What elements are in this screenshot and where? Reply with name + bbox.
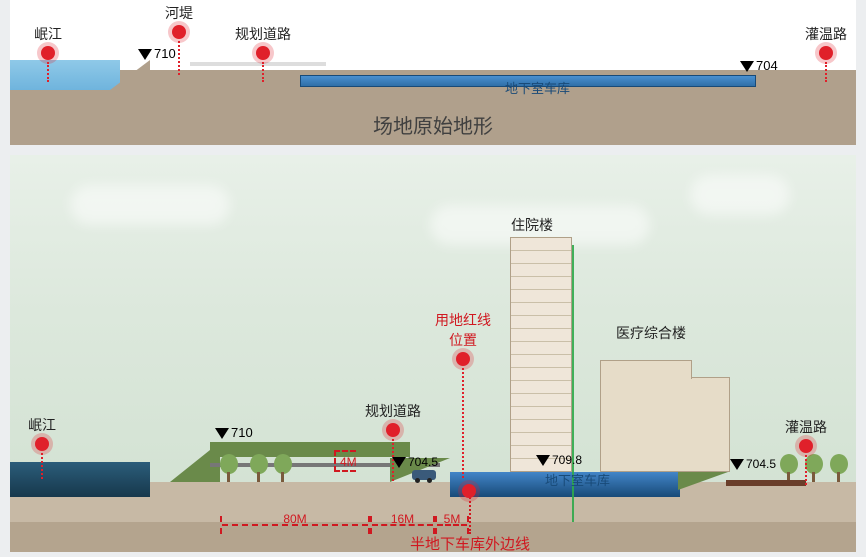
leader xyxy=(47,62,49,82)
dim-80m: 80M xyxy=(220,516,370,534)
callout-embankment-top: 河堤 xyxy=(165,3,193,75)
top-embankment-slope xyxy=(110,60,150,90)
dot-icon xyxy=(819,46,833,60)
inpatient-tower xyxy=(510,237,572,472)
terrain-caption: 场地原始地形 xyxy=(10,110,856,139)
label: 岷江 xyxy=(28,415,56,435)
elev-7045-road: 704.5 xyxy=(392,455,438,469)
callout-tower: 住院楼 xyxy=(511,215,553,235)
value: 710 xyxy=(231,425,253,440)
callout-planned-road-bot: 规划道路 xyxy=(365,401,421,481)
medical-podium xyxy=(600,377,730,472)
callout-guanwen-top: 灌温路 xyxy=(805,24,847,82)
callout-planned-road-top: 规划道路 xyxy=(235,24,291,82)
callout-redline: 用地红线 位置 xyxy=(435,310,491,478)
footer-leader xyxy=(469,494,471,534)
dot-icon xyxy=(41,46,55,60)
label: 规划道路 xyxy=(365,401,421,421)
elev-710-bot: 710 xyxy=(215,425,253,440)
basement-label-bot: 地下室车库 xyxy=(545,470,610,489)
elev-704-top: 704 xyxy=(740,58,778,73)
label: 灌温路 xyxy=(805,24,847,44)
label: 医疗综合楼 xyxy=(616,323,686,343)
cloud xyxy=(690,175,790,215)
basement-east-slope xyxy=(678,472,728,490)
elev-710-top: 710 xyxy=(138,46,176,61)
triangle-icon xyxy=(138,49,152,60)
callout-guanwen-bot: 灌温路 xyxy=(785,417,827,485)
label: 河堤 xyxy=(165,3,193,23)
step-4m: 4M xyxy=(334,450,356,472)
triangle-icon xyxy=(740,61,754,72)
footer-dot-icon xyxy=(462,484,476,498)
dot-icon xyxy=(35,437,49,451)
bottom-section: 岷江 710 规划道路 704.5 用地红线 位置 4M 住院楼 xyxy=(10,155,856,552)
label: 灌温路 xyxy=(785,417,827,437)
leader xyxy=(462,368,464,478)
leader xyxy=(262,62,264,82)
dim-16m: 16M xyxy=(370,516,435,534)
value: 4M xyxy=(340,455,357,469)
value: 16M xyxy=(372,512,433,526)
leader xyxy=(825,62,827,82)
triangle-icon xyxy=(215,428,229,439)
label: 岷江 xyxy=(34,24,62,44)
top-river-water xyxy=(10,60,120,90)
label: 住院楼 xyxy=(511,215,553,235)
label: 规划道路 xyxy=(235,24,291,44)
footer-basement-edge-label: 半地下车库外边线 xyxy=(410,533,530,554)
dim-5m: 5M xyxy=(435,516,469,534)
value: 704.5 xyxy=(746,457,776,471)
triangle-icon xyxy=(392,457,406,468)
leader xyxy=(805,455,807,485)
value: 704 xyxy=(756,58,778,73)
value: 710 xyxy=(154,46,176,61)
value: 80M xyxy=(222,512,368,526)
cloud xyxy=(70,185,230,225)
dot-icon xyxy=(456,352,470,366)
basement-label-top: 地下室车库 xyxy=(505,78,570,97)
top-section: 岷江 河堤 710 规划道路 地下室车库 704 灌温路 场地原始地形 xyxy=(10,0,856,145)
value: 5M xyxy=(437,512,467,526)
callout-podium: 医疗综合楼 xyxy=(616,323,686,343)
callout-river-top: 岷江 xyxy=(34,24,62,82)
triangle-icon xyxy=(730,459,744,470)
leader xyxy=(178,41,180,75)
label-l2: 位置 xyxy=(435,330,491,350)
value: 709.8 xyxy=(552,453,582,467)
dot-icon xyxy=(172,25,186,39)
callout-river-bot: 岷江 xyxy=(28,415,56,479)
leader xyxy=(41,453,43,479)
dot-icon xyxy=(256,46,270,60)
label-l1: 用地红线 xyxy=(435,310,491,330)
triangle-icon xyxy=(536,455,550,466)
value: 704.5 xyxy=(408,455,438,469)
elev-7045-right: 704.5 xyxy=(730,457,776,471)
dot-icon xyxy=(799,439,813,453)
dot-icon xyxy=(386,423,400,437)
elev-7098: 709.8 xyxy=(536,453,582,467)
